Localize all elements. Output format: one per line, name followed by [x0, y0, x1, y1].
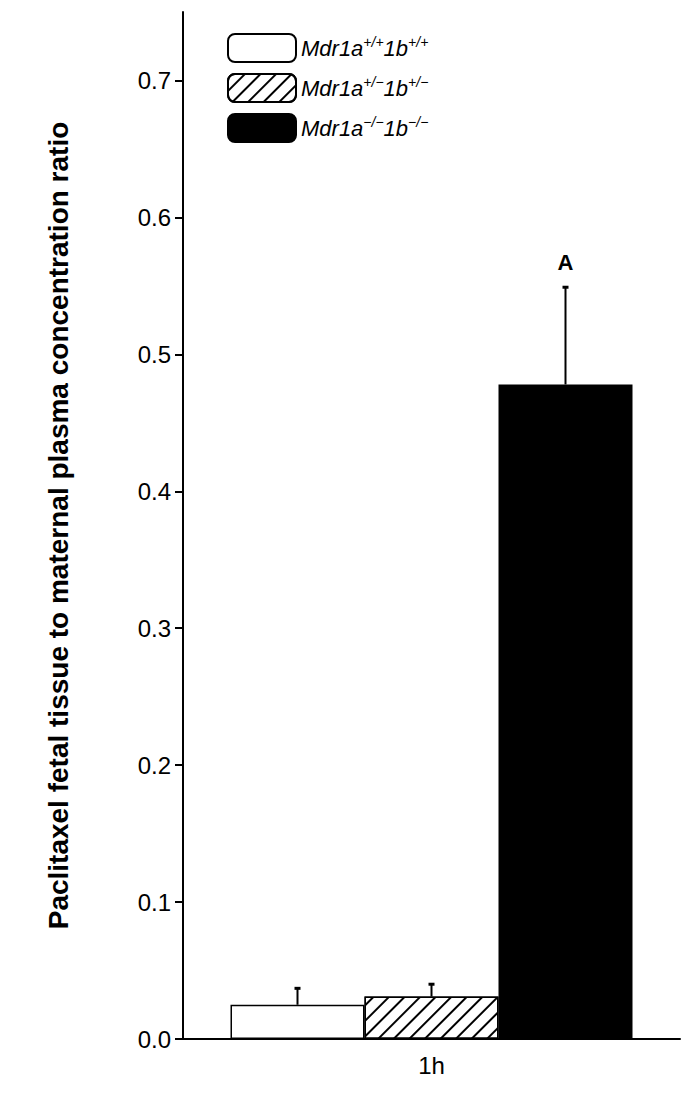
svg-text:−/−: −/− — [408, 114, 428, 130]
svg-text:A: A — [558, 250, 574, 275]
svg-text:0.1: 0.1 — [138, 889, 171, 916]
svg-text:1b: 1b — [384, 116, 408, 141]
svg-text:1b: 1b — [384, 36, 408, 61]
svg-text:0.6: 0.6 — [138, 204, 171, 231]
svg-text:+/−: +/− — [408, 74, 428, 90]
svg-text:0.0: 0.0 — [138, 1026, 171, 1053]
svg-text:+/−: +/− — [363, 74, 383, 90]
svg-text:−/−: −/− — [363, 114, 383, 130]
svg-text:Mdr1a: Mdr1a — [301, 36, 363, 61]
svg-text:+/+: +/+ — [408, 34, 428, 50]
svg-text:Mdr1a: Mdr1a — [301, 76, 363, 101]
svg-text:1h: 1h — [418, 1052, 445, 1079]
svg-text:0.3: 0.3 — [138, 615, 171, 642]
svg-text:+/+: +/+ — [363, 34, 383, 50]
svg-text:0.7: 0.7 — [138, 67, 171, 94]
svg-text:0.4: 0.4 — [138, 478, 171, 505]
svg-text:Paclitaxel fetal tissue to mat: Paclitaxel fetal tissue to maternal plas… — [43, 122, 74, 930]
svg-text:1b: 1b — [384, 76, 408, 101]
svg-text:0.2: 0.2 — [138, 752, 171, 779]
svg-text:Mdr1a: Mdr1a — [301, 116, 363, 141]
svg-text:0.5: 0.5 — [138, 341, 171, 368]
